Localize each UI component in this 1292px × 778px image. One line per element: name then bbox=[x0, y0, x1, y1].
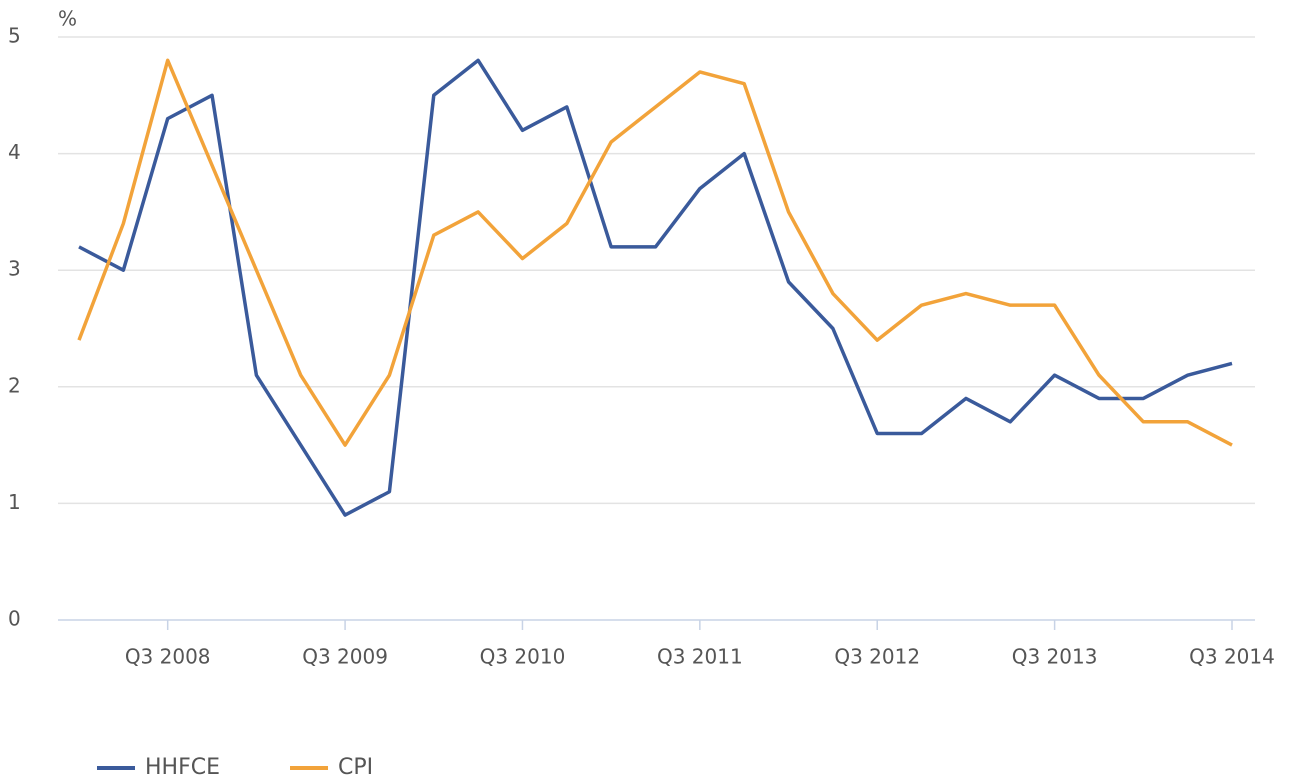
y-tick-label: 2 bbox=[8, 373, 21, 397]
y-tick-label: 1 bbox=[8, 490, 21, 514]
legend-label: HHFCE bbox=[145, 755, 220, 778]
y-axis-label: % bbox=[58, 7, 77, 31]
x-tick-label: Q3 2008 bbox=[125, 645, 211, 669]
x-tick-label: Q3 2010 bbox=[480, 645, 566, 669]
x-tick-label: Q3 2009 bbox=[302, 645, 388, 669]
x-tick-label: Q3 2011 bbox=[657, 645, 743, 669]
x-tick-label: Q3 2012 bbox=[834, 645, 920, 669]
series-line bbox=[77, 58, 1233, 447]
y-tick-label: 4 bbox=[8, 140, 21, 164]
y-tick-label: 5 bbox=[8, 24, 21, 48]
x-tick-label: Q3 2014 bbox=[1189, 645, 1275, 669]
y-tick-label: 3 bbox=[8, 257, 21, 281]
y-tick-label: 0 bbox=[8, 607, 21, 631]
series-line bbox=[78, 58, 1233, 517]
legend-label: CPI bbox=[338, 755, 373, 778]
x-tick-label: Q3 2013 bbox=[1012, 645, 1098, 669]
